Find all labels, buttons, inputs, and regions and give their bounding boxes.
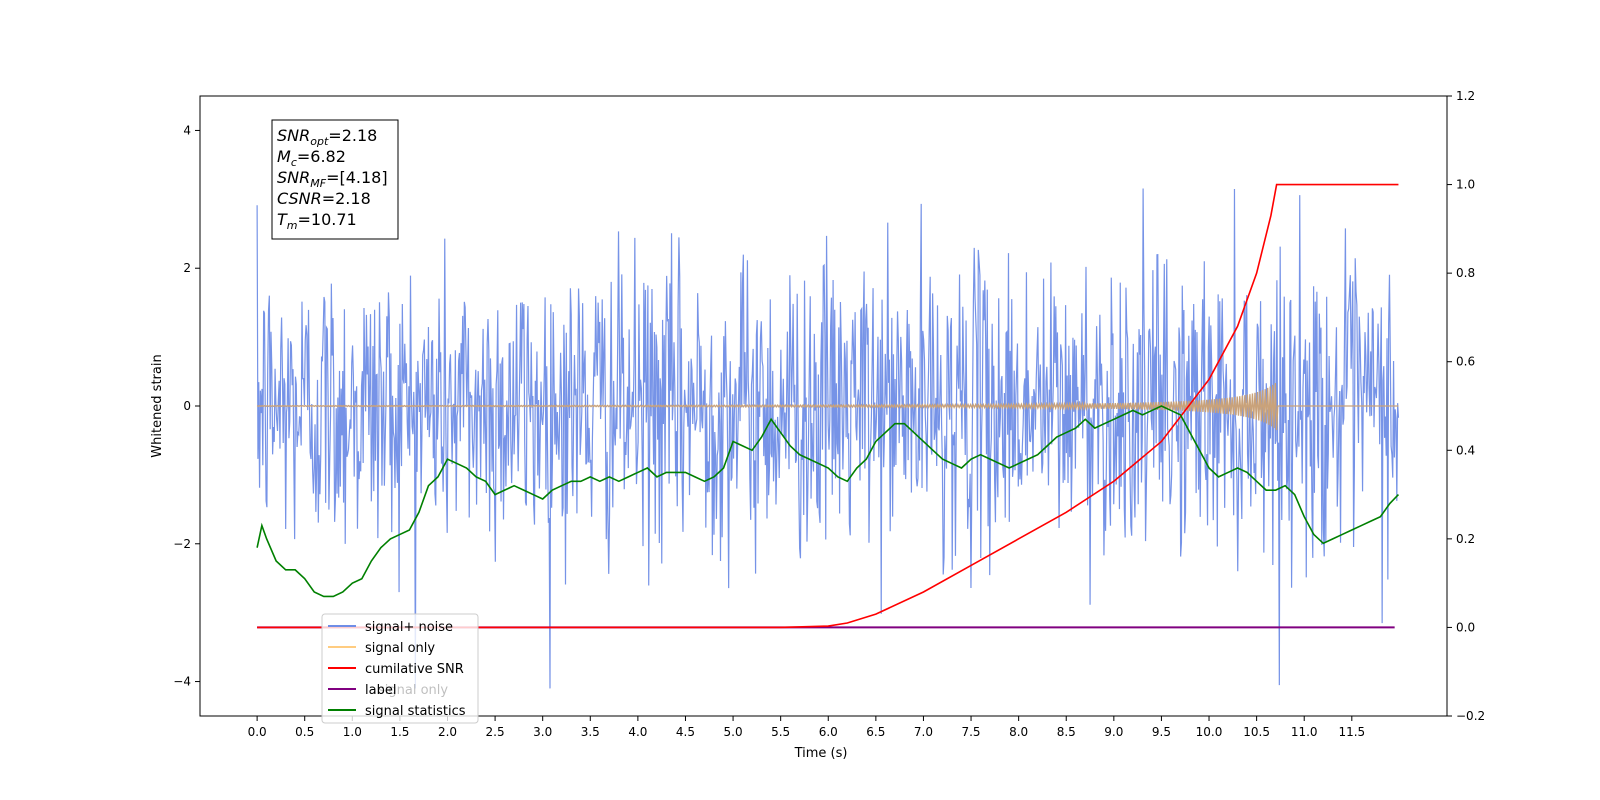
y-tick-label-right: 1.0 — [1456, 178, 1475, 192]
annotation-value: =[4.18] — [326, 168, 388, 187]
y-tick-label-left: 2 — [183, 261, 191, 275]
annotation-value: =2.18 — [328, 126, 377, 145]
x-tick-label: 11.5 — [1338, 725, 1365, 739]
annotation-frame — [271, 119, 399, 240]
legend-occluded-text: signal only — [378, 683, 448, 698]
legend-frame — [321, 613, 479, 724]
y-tick-label-right: 1.2 — [1456, 89, 1475, 103]
annotation-line: SNRopt=2.18 — [277, 126, 377, 148]
x-tick-label: 10.0 — [1196, 725, 1223, 739]
x-tick-label: 6.0 — [819, 725, 838, 739]
y-tick-label-right: 0.6 — [1456, 355, 1475, 369]
x-tick-label: 5.5 — [771, 725, 790, 739]
x-tick-label: 7.5 — [961, 725, 980, 739]
y-tick-label-left: −4 — [173, 675, 191, 689]
x-tick-label: 5.0 — [724, 725, 743, 739]
x-tick-label: 8.0 — [1009, 725, 1028, 739]
legend-label: signal+ noise — [365, 620, 453, 635]
y-axis-right: 1.2 1.0 0.8 0.6 0.4 0.2 0.0 −0.2 — [1447, 89, 1485, 723]
annotation-subscript: opt — [310, 135, 329, 148]
x-tick-label: 1.0 — [343, 725, 362, 739]
x-tick-label: 3.5 — [581, 725, 600, 739]
annotation-symbol: M — [277, 147, 291, 166]
x-tick-label: 9.0 — [1104, 725, 1123, 739]
x-tick-label: 2.0 — [438, 725, 457, 739]
annotation-line: Mc=6.82 — [277, 147, 346, 169]
x-tick-label: 6.5 — [866, 725, 885, 739]
legend: signal+ noise signal only cumilative SNR la… — [321, 613, 479, 724]
annotation-box: SNRopt=2.18Mc=6.82SNRMF=[4.18]CSNR=2.18T… — [271, 119, 399, 240]
series-signal-statistics — [256, 405, 1400, 598]
x-tick-label: 4.0 — [628, 725, 647, 739]
x-tick-label: 11.0 — [1291, 725, 1318, 739]
annotation-value: =2.18 — [322, 189, 371, 208]
y-tick-label-right: 0.4 — [1456, 443, 1475, 457]
annotation-subscript: m — [287, 219, 298, 232]
series-line-cumulative-snr — [257, 183, 1399, 629]
series-signal-only — [256, 382, 1399, 431]
y-tick-label-right: 0.8 — [1456, 266, 1475, 280]
y-tick-label-left: 4 — [183, 123, 191, 137]
series-line-signal-statistics — [256, 405, 1400, 598]
y-tick-label-right: −0.2 — [1456, 709, 1485, 723]
x-tick-label: 10.5 — [1243, 725, 1270, 739]
series-line-signal-noise — [256, 188, 1400, 689]
y-tick-label-right: 0.2 — [1456, 532, 1475, 546]
x-tick-label: 2.5 — [486, 725, 505, 739]
x-tick-label: 7.0 — [914, 725, 933, 739]
x-tick-label: 3.0 — [533, 725, 552, 739]
y-axis-left: 4 2 0 −2 −4 — [173, 123, 200, 689]
legend-label: signal statistics — [365, 704, 466, 719]
legend-label: signal only — [365, 641, 435, 656]
series-signal-noise — [256, 188, 1400, 689]
x-tick-label: 8.5 — [1057, 725, 1076, 739]
annotation-subscript: c — [291, 156, 297, 169]
x-tick-label: 1.5 — [390, 725, 409, 739]
legend-label: label — [365, 683, 396, 698]
x-tick-label: 4.5 — [676, 725, 695, 739]
annotation-symbol: T — [277, 210, 288, 229]
annotation-symbol: SNR — [277, 168, 310, 187]
annotation-subscript: MF — [310, 177, 326, 190]
annotation-value: =6.82 — [297, 147, 346, 166]
x-axis: 0.0 0.5 1.0 1.5 2.0 2.5 3.0 3.5 4.0 4.5 5.0 5.5 6.0 6… — [248, 716, 1365, 739]
x-tick-label: 0.0 — [248, 725, 267, 739]
series-line-signal-only — [256, 382, 1399, 431]
annotation-symbol: SNR — [277, 126, 310, 145]
y-tick-label-right: 0.0 — [1456, 620, 1475, 634]
annotation-line: CSNR=2.18 — [277, 189, 371, 208]
annotation-value: =10.71 — [298, 210, 357, 229]
x-axis-label: Time (s) — [794, 746, 848, 761]
y-tick-label-left: −2 — [173, 537, 191, 551]
annotation-line: Tm=10.71 — [277, 210, 357, 232]
y-tick-label-left: 0 — [183, 399, 191, 413]
legend-label: cumilative SNR — [365, 662, 464, 677]
x-tick-label: 0.5 — [295, 725, 314, 739]
annotation-symbol: CSNR — [277, 189, 322, 208]
series-cumulative-snr — [257, 183, 1399, 629]
annotation-line: SNRMF=[4.18] — [277, 168, 388, 190]
x-tick-label: 9.5 — [1152, 725, 1171, 739]
y-axis-label: Whitened strain — [150, 354, 165, 457]
